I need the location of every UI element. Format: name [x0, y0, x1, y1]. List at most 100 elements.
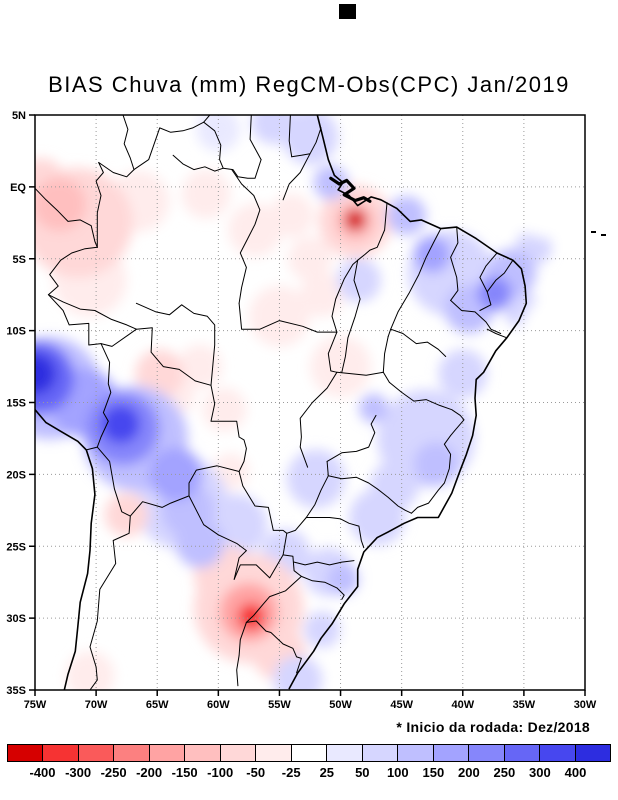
y-axis-label: 30S: [6, 613, 26, 625]
colorbar-segment: [290, 744, 328, 762]
border-border-suriname-guyana: [249, 115, 262, 161]
border-border-andes-chile-argentina: [89, 446, 131, 690]
bias-blob: [369, 461, 419, 511]
border-state-santacatarina-riograndedosul: [300, 575, 345, 600]
colorbar-labels: -400 -300 -250 -200 -150 -100 -50 -25 25 50 100 150…: [7, 765, 611, 783]
border-state-sergipe-alagoas: [486, 328, 508, 339]
border-border-guyana-brazil: [203, 121, 262, 179]
y-axis-label: 15S: [6, 398, 26, 410]
bias-blob: [65, 651, 115, 690]
bias-blob: [35, 177, 87, 231]
colorbar-segment: [326, 744, 363, 762]
bias-blob: [135, 349, 185, 399]
colorbar-tick-label: -250: [100, 765, 127, 780]
y-axis-label: 20S: [6, 469, 26, 481]
bias-blob: [310, 336, 372, 398]
border-amazon-delta: [329, 176, 372, 203]
bias-blob: [196, 115, 241, 152]
bias-blob: [413, 442, 458, 487]
border-border-colombia-brazil: [95, 161, 135, 248]
colorbar-tick-label: 25: [319, 765, 335, 780]
border-border-venezuela-brazil: [133, 115, 211, 171]
border-state-tocantins-river: [341, 259, 361, 373]
colorbar-tick-label: 100: [386, 765, 409, 780]
border-border-paraguay-argentina-south: [233, 554, 284, 580]
bias-blob: [35, 353, 56, 395]
bias-blob: [387, 196, 427, 236]
border-border-colombia-venezuela: [122, 115, 135, 171]
bias-blob: [477, 276, 512, 311]
colorbar-segment: [184, 744, 221, 762]
ocean-mask: [517, 284, 585, 406]
border-state-saopaulo-parana: [305, 517, 365, 549]
border-state-amapa-para: [282, 153, 311, 201]
x-axis-label: 70W: [85, 699, 108, 711]
colorbar-segment: [397, 744, 434, 762]
bias-blob: [286, 449, 346, 509]
x-axis-label: 35W: [513, 699, 536, 711]
border-state-goias-tocantins: [336, 371, 384, 376]
y-axis-label: 35S: [6, 685, 26, 697]
x-axis-label: 30W: [574, 699, 597, 711]
x-axis-label: 75W: [24, 699, 47, 711]
border-border-brazil-uruguay: [245, 620, 302, 674]
border-border-colombia-peru: [35, 187, 98, 248]
bias-blob: [248, 285, 310, 347]
border-border-suriname-frguiana: [288, 115, 293, 158]
border-state-minas-espiritosanto-rio: [410, 443, 452, 514]
colorbar-segment: [432, 744, 470, 762]
island-mark: [591, 231, 596, 233]
colorbar-tick-label: -300: [65, 765, 92, 780]
x-axis-label: 55W: [268, 699, 291, 711]
colorbar-tick-label: 250: [493, 765, 516, 780]
bias-blob: [359, 393, 389, 423]
bias-map: 75W 70W 65W 60W 55W 50W 45W 40W 35W 30W 5N EQ 5S 10S 1…: [6, 110, 606, 711]
run-start-note: * Inicio da rodada: Dez/2018: [396, 719, 590, 735]
border-state-acre-amazonas: [47, 294, 137, 330]
border-border-paraguay-argentina-west: [188, 495, 247, 580]
border-state-piaui-ceara: [450, 226, 459, 301]
bias-blob: [228, 203, 282, 257]
colorbar-segment: [255, 744, 292, 762]
bias-blob: [281, 115, 339, 165]
x-axis-label: 40W: [451, 699, 474, 711]
border-state-pernambuco-bahia: [450, 299, 502, 334]
colorbar: [7, 744, 611, 762]
colorbar-tick-label: 50: [355, 765, 370, 780]
bias-blob: [413, 236, 451, 273]
colorbar-tick-label: -100: [207, 765, 234, 780]
ocean-mask: [481, 115, 585, 239]
border-coast-north-east: [288, 115, 528, 690]
y-axis-label: 25S: [6, 541, 26, 553]
colorbar-tick-label: 300: [529, 765, 551, 780]
bias-blob: [336, 258, 381, 303]
bias-blob: [269, 193, 314, 238]
ocean-mask: [487, 384, 585, 507]
border-border-brazil-argentina: [245, 554, 302, 623]
colorbar-segment: [539, 744, 576, 762]
y-axis-label: 5N: [12, 110, 26, 122]
border-state-matogrosso-goias: [299, 331, 338, 468]
island-mark: [601, 234, 606, 236]
border-border-brazil-paraguay: [238, 471, 288, 556]
bias-blob: [202, 387, 247, 432]
colorbar-tick-label: -400: [29, 765, 56, 780]
border-state-parana-santacatarina: [293, 560, 355, 566]
border-state-bahia-minas: [388, 381, 465, 445]
y-axis-label: EQ: [10, 182, 26, 194]
colorbar-segment: [361, 744, 399, 762]
colorbar-tick-label: -25: [281, 765, 301, 780]
border-state-amazonas-para: [231, 169, 261, 304]
colorbar-tick-label: -200: [136, 765, 163, 780]
colorbar-tick-label: 400: [564, 765, 587, 780]
colorbar-segment: [113, 744, 150, 762]
border-border-peru-brazil: [47, 246, 102, 346]
border-state-pernambuco-north: [479, 259, 514, 311]
y-axis-label: 5S: [13, 254, 26, 266]
colorbar-segment: [42, 744, 79, 762]
border-state-roraima-amazonas: [172, 154, 224, 172]
colorbar-segment: [574, 744, 611, 762]
bias-blob: [288, 236, 332, 281]
y-axis-label: 10S: [6, 326, 26, 338]
